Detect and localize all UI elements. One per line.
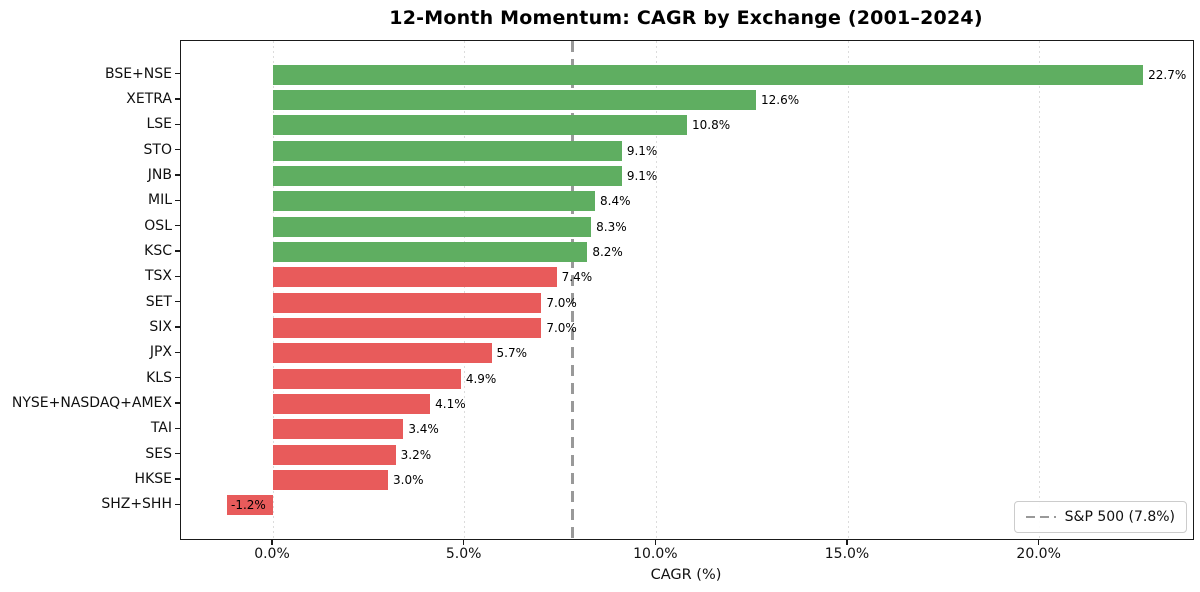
- y-axis-label: JPX: [149, 344, 172, 361]
- y-axis-tick: [175, 300, 180, 303]
- bar: [273, 292, 542, 313]
- bar-value-label: -1.2%: [231, 498, 266, 513]
- y-axis-tick: [175, 427, 180, 430]
- y-axis-tick: [175, 402, 180, 404]
- bar-value-label: 7.4%: [561, 270, 593, 285]
- bar-value-label: 8.3%: [596, 219, 627, 234]
- bar-value-label: 9.1%: [626, 143, 658, 158]
- bar: [273, 90, 756, 110]
- x-axis-tick: [846, 540, 848, 545]
- bar: [273, 267, 557, 288]
- bar: [273, 64, 1144, 85]
- bar: [273, 115, 687, 136]
- bar: [273, 216, 592, 237]
- y-axis-label: SIX: [149, 319, 172, 335]
- bar-value-label: 8.4%: [600, 194, 631, 209]
- y-axis-tick: [175, 250, 180, 252]
- y-axis-tick: [175, 452, 180, 455]
- bar-value-label: 8.2%: [592, 245, 623, 259]
- reference-line: [570, 41, 574, 539]
- y-axis-tick: [175, 72, 180, 75]
- y-axis-label: TAI: [150, 420, 172, 437]
- y-axis-label: TSX: [144, 268, 172, 285]
- y-axis-tick: [175, 199, 180, 202]
- y-axis-tick: [175, 376, 180, 379]
- bar-value-label: 3.4%: [408, 422, 439, 437]
- bar-value-label: 4.1%: [435, 397, 466, 411]
- y-axis-tick: [175, 123, 180, 126]
- chart-title: 12-Month Momentum: CAGR by Exchange (200…: [389, 7, 983, 29]
- y-axis-tick: [175, 98, 180, 100]
- x-tick-label: 10.0%: [633, 546, 678, 562]
- bar-value-label: 3.0%: [393, 473, 424, 487]
- bar: [273, 242, 588, 262]
- bar: [273, 318, 542, 338]
- y-axis-label: BSE+NSE: [104, 65, 172, 82]
- y-axis-label: XETRA: [126, 91, 172, 107]
- gridline: [655, 41, 657, 539]
- x-axis-label: CAGR (%): [650, 567, 722, 583]
- bar-value-label: 4.9%: [465, 371, 497, 386]
- legend-label: S&P 500 (7.8%): [1064, 509, 1175, 525]
- y-axis-label: HKSE: [134, 471, 172, 487]
- y-axis-label: STO: [143, 141, 172, 158]
- y-axis-tick: [175, 224, 180, 227]
- y-axis-label: OSL: [144, 217, 172, 234]
- plot-area: S&P 500 (7.8%) 22.7% 12.6% 10.8% 9.1% 9.1% 8.…: [180, 40, 1194, 540]
- y-axis-tick: [175, 503, 180, 506]
- x-axis-tick: [462, 540, 465, 545]
- bar: [273, 419, 404, 440]
- x-tick-label: 15.0%: [824, 546, 870, 562]
- bar: [273, 191, 595, 212]
- bar-value-label: 10.8%: [692, 118, 731, 133]
- x-tick-label: 20.0%: [1016, 546, 1061, 562]
- y-axis-tick: [175, 478, 180, 480]
- bar-value-label: 5.7%: [496, 346, 528, 361]
- x-axis-tick: [1037, 540, 1040, 545]
- y-axis-tick: [175, 351, 180, 354]
- gridline: [1039, 41, 1041, 539]
- bar-value-label: 12.6%: [761, 93, 800, 107]
- bar: [273, 444, 396, 465]
- bar: [273, 140, 622, 161]
- y-axis-label: KSC: [144, 243, 172, 259]
- gridline: [272, 41, 274, 539]
- y-axis-label: MIL: [147, 192, 172, 209]
- bar: [273, 470, 388, 490]
- bar: [273, 343, 492, 364]
- y-axis-label: SES: [145, 445, 172, 462]
- bar: [273, 166, 622, 186]
- y-axis-label: SHZ+SHH: [101, 496, 172, 513]
- gridline: [847, 41, 849, 539]
- legend: S&P 500 (7.8%): [1013, 501, 1187, 533]
- bar-value-label: 7.0%: [546, 295, 577, 310]
- y-axis-tick: [175, 326, 180, 328]
- y-axis-label: LSE: [146, 116, 172, 133]
- gridline: [464, 41, 466, 539]
- y-axis-tick: [175, 174, 180, 176]
- x-axis-tick: [271, 540, 273, 545]
- y-axis-label: SET: [145, 293, 172, 310]
- x-axis-tick: [654, 540, 657, 545]
- bar: [273, 394, 431, 414]
- bar: [273, 368, 461, 389]
- x-tick-label: 5.0%: [445, 546, 482, 562]
- legend-dashed-line-sample: [1025, 515, 1056, 519]
- y-axis-tick: [175, 275, 180, 278]
- y-axis-label: JNB: [147, 167, 172, 183]
- bar: [227, 495, 273, 516]
- y-axis-tick: [175, 148, 180, 151]
- bar-value-label: 22.7%: [1148, 67, 1187, 82]
- x-tick-label: 0.0%: [254, 546, 290, 562]
- y-axis-label: NYSE+NASDAQ+AMEX: [11, 395, 172, 411]
- y-axis-label: KLS: [146, 369, 172, 386]
- bar-value-label: 7.0%: [546, 321, 577, 335]
- bar-value-label: 9.1%: [626, 169, 658, 183]
- bar-value-label: 3.2%: [400, 447, 432, 462]
